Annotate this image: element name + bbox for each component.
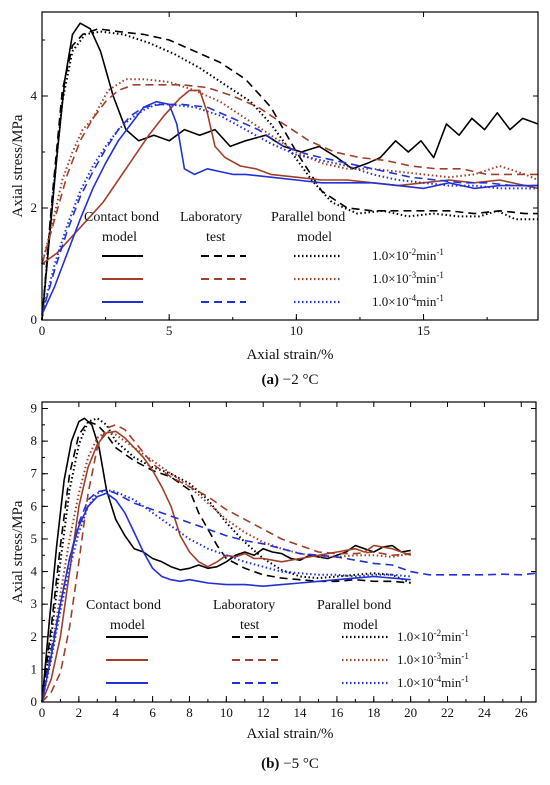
panel-b-y-tick-label: 4 xyxy=(31,564,38,579)
panel-a-x-axis-label: Axial strain/% xyxy=(246,347,333,363)
panel-a-chart: 0 5 10 15 0 2 4 Axial strain/% Axial stress/MP… xyxy=(10,11,539,388)
panel-a-legend-header-parallel-line1: Parallel bond xyxy=(271,210,345,225)
panel-a-legend-header-parallel-line2: model xyxy=(297,230,332,245)
panel-a-legend: Contact bond model Laboratory test Paral… xyxy=(84,210,444,309)
panel-b-series-lab-1e-3 xyxy=(41,423,411,703)
panel-b-x-tick-label: 10 xyxy=(220,705,233,720)
panel-a-legend-rate-1e-2: 1.0×10-2min-1 xyxy=(372,247,444,263)
panel-b-series-layer xyxy=(41,417,537,703)
panel-a-x-tick-label: 15 xyxy=(417,323,430,338)
panel-a-y-tick-label: 4 xyxy=(31,88,38,103)
panel-b-x-tick-label: 14 xyxy=(294,705,308,720)
panel-b-legend: Contact bond model Laboratory test Paral… xyxy=(86,598,469,690)
panel-b-series-parallel-1e-3 xyxy=(41,430,411,703)
panel-b-caption: (b) −5 °C xyxy=(261,756,319,772)
panel-b-legend-rate-1e-2: 1.0×10-2min-1 xyxy=(397,628,469,644)
panel-a-series-layer xyxy=(41,22,539,321)
panel-b-x-tick-label: 22 xyxy=(441,705,454,720)
panel-b-x-tick-label: 2 xyxy=(76,705,83,720)
panel-b-legend-header-lab-line2: test xyxy=(240,618,260,633)
panel-a-caption-text: −2 °C xyxy=(279,372,318,388)
panel-a-series-lab-1e-2 xyxy=(41,27,538,321)
panel-b-legend-header-contact-line1: Contact bond xyxy=(86,598,161,613)
panel-b-y-axis-label: Axial stress/MPa xyxy=(10,500,26,603)
panel-b-caption-letter: (b) xyxy=(261,756,279,772)
panel-a-legend-rate-1e-3: 1.0×10-3min-1 xyxy=(372,270,444,286)
panel-a-series-parallel-1e-4 xyxy=(41,103,538,315)
panel-b-legend-rate-1e-4: 1.0×10-4min-1 xyxy=(397,674,469,690)
panel-a-legend-header-lab-line1: Laboratory xyxy=(180,210,242,225)
panel-a-series-parallel-1e-3 xyxy=(41,78,539,265)
panel-b-series-contact-1e-2 xyxy=(41,417,411,703)
panel-b-y-tick-label: 0 xyxy=(31,694,38,709)
panel-b-legend-header-parallel-line2: model xyxy=(343,618,378,633)
panel-b-x-tick-label: 12 xyxy=(257,705,270,720)
panel-a-ticks: 0 5 10 15 0 2 4 xyxy=(31,12,538,338)
panel-b-series-lab-1e-4 xyxy=(41,489,537,703)
panel-b-plot-frame xyxy=(41,401,537,703)
panel-b-y-tick-label: 5 xyxy=(31,531,38,546)
panel-a-caption: (a) −2 °C xyxy=(262,372,319,388)
panel-b-legend-header-lab-line1: Laboratory xyxy=(213,598,275,613)
panel-b-x-tick-label: 20 xyxy=(404,705,417,720)
panel-b-x-tick-label: 8 xyxy=(186,705,193,720)
panel-b-x-tick-label: 6 xyxy=(149,705,156,720)
panel-b-legend-header-parallel-line1: Parallel bond xyxy=(317,598,391,613)
panel-b-x-tick-label: 18 xyxy=(367,705,380,720)
panel-a-legend-header-lab-line2: test xyxy=(206,230,226,245)
panel-b-x-tick-label: 16 xyxy=(330,705,344,720)
panel-b-legend-header-contact-line2: model xyxy=(110,618,145,633)
panel-a-plot-frame xyxy=(41,11,539,321)
panel-b-y-tick-label: 7 xyxy=(31,466,38,481)
panel-a-legend-header-contact-line1: Contact bond xyxy=(84,210,159,225)
panel-a-series-contact-1e-3 xyxy=(41,89,539,265)
panel-a-x-tick-label: 10 xyxy=(290,323,303,338)
panel-b-caption-text: −5 °C xyxy=(279,756,318,772)
panel-a-caption-letter: (a) xyxy=(262,372,280,388)
panel-a-x-tick-label: 5 xyxy=(166,323,173,338)
panel-a-series-parallel-1e-2 xyxy=(41,30,538,321)
panel-b-y-tick-label: 3 xyxy=(31,596,38,611)
panel-b-legend-rate-1e-3: 1.0×10-3min-1 xyxy=(397,651,469,667)
panel-a-y-axis-label: Axial stress/MPa xyxy=(10,114,26,217)
panel-a-legend-header-contact-line2: model xyxy=(102,230,137,245)
panel-a-x-tick-label: 0 xyxy=(39,323,46,338)
panel-b-y-tick-label: 2 xyxy=(31,629,38,644)
panel-a-legend-rate-1e-4: 1.0×10-4min-1 xyxy=(372,293,444,309)
panel-b-series-contact-1e-3 xyxy=(41,430,411,703)
panel-b-x-tick-label: 4 xyxy=(112,705,119,720)
panel-b-y-tick-label: 9 xyxy=(31,401,38,416)
panel-b-x-tick-label: 0 xyxy=(39,705,46,720)
panel-b-y-tick-label: 1 xyxy=(31,661,38,676)
panel-a-y-tick-label: 2 xyxy=(31,200,38,215)
panel-b-x-axis-label: Axial strain/% xyxy=(246,726,333,742)
panel-b-x-tick-label: 24 xyxy=(478,705,492,720)
panel-a-y-tick-label: 0 xyxy=(31,312,38,327)
panel-a-series-contact-1e-2 xyxy=(41,22,539,321)
panel-b-x-tick-label: 26 xyxy=(515,705,529,720)
panel-b-series-parallel-1e-4 xyxy=(41,489,411,703)
panel-b-y-tick-label: 8 xyxy=(31,433,38,448)
panel-b-y-tick-label: 6 xyxy=(31,498,38,513)
panel-b-series-lab-1e-2 xyxy=(41,420,411,703)
panel-a-series-lab-1e-4 xyxy=(41,103,538,315)
panel-b-series-parallel-1e-2 xyxy=(41,417,412,703)
panel-a-series-contact-1e-4 xyxy=(41,100,538,315)
